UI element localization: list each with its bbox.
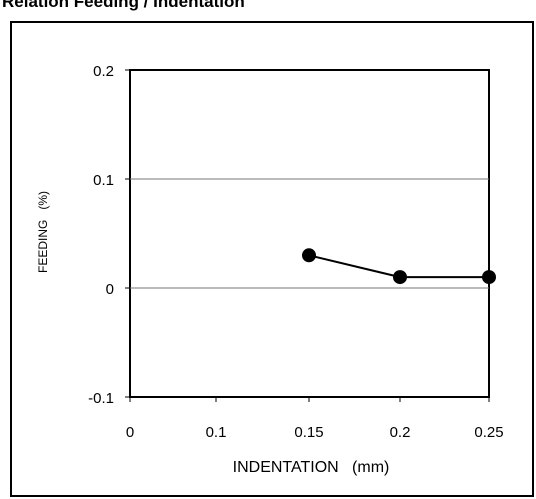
data-point (393, 270, 407, 285)
tick-layer: 0 0.1 0.15 0.2 0.25 0.2 0.1 0 -0.1 (88, 63, 503, 441)
x-tick-label: 0 (126, 424, 134, 441)
x-tick-label: 0.25 (474, 424, 503, 441)
grid-layer (130, 178, 489, 289)
y-tick-label: -0.1 (88, 390, 114, 407)
data-point (482, 270, 496, 285)
series-layer (302, 248, 496, 285)
y-axis-title: FEEDING (%) (36, 191, 50, 273)
y-tick-label: 0 (106, 281, 114, 298)
plot-area (129, 69, 490, 398)
data-point (302, 248, 316, 263)
chart-frame (10, 21, 534, 497)
y-tick-label: 0.1 (93, 172, 114, 189)
x-tick-label: 0.1 (206, 424, 227, 441)
x-tick-label: 0.2 (390, 424, 411, 441)
x-tick-label: 0.15 (294, 424, 323, 441)
x-axis-title: INDENTATION (mm) (233, 459, 390, 476)
chart-title: Relation Feeding / Indentation (2, 0, 245, 11)
y-tick-label: 0.2 (93, 63, 114, 80)
